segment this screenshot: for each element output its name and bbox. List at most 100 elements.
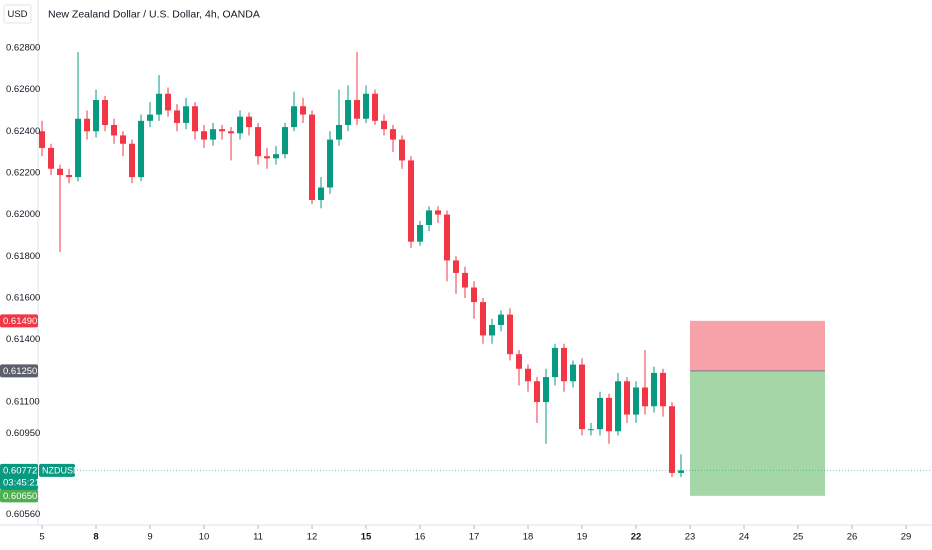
candle-body xyxy=(57,168,64,175)
candle-body xyxy=(642,387,649,407)
candle-body xyxy=(588,429,595,431)
x-tick-label: 29 xyxy=(901,532,912,543)
axes: 0.62800 0.62600 0.62400 0.62200 0.62000 0.618… xyxy=(0,42,912,543)
x-tick-label: 9 xyxy=(147,532,152,543)
x-tick-label: 22 xyxy=(631,532,642,543)
x-tick-label: 15 xyxy=(361,532,372,543)
candle-body xyxy=(183,106,190,123)
x-tick-label: 18 xyxy=(523,532,534,543)
x-tick-label: 24 xyxy=(739,532,750,543)
candle-body xyxy=(75,118,82,178)
y-tick-label: 0.61100 xyxy=(6,397,40,408)
price-axis xyxy=(0,0,38,525)
candle-body xyxy=(354,100,361,119)
currency-box[interactable] xyxy=(3,4,32,24)
candle-body xyxy=(39,131,46,148)
candle-body xyxy=(516,354,523,369)
price-label: 0.61250 xyxy=(3,366,37,377)
x-tick-label: 12 xyxy=(307,532,318,543)
candle-body xyxy=(228,131,235,134)
x-tick-label: 8 xyxy=(93,532,98,543)
y-tick-label: 0.62200 xyxy=(6,167,40,178)
current-price-bg xyxy=(0,463,38,490)
candle-body xyxy=(111,125,118,136)
candle-body xyxy=(381,120,388,130)
y-tick-label: 0.61800 xyxy=(6,251,40,262)
symbol-label: NZDUSD xyxy=(42,465,80,475)
target-zone xyxy=(690,370,825,496)
candle-body xyxy=(309,114,316,200)
x-tick-label: 5 xyxy=(39,532,44,543)
candle-body xyxy=(444,214,451,261)
candle-body xyxy=(237,116,244,134)
currency: USD xyxy=(7,9,27,20)
candle-body xyxy=(561,347,568,382)
countdown: 03:45:21 xyxy=(3,477,40,488)
candle-body xyxy=(93,100,100,132)
candle-body xyxy=(84,118,91,132)
candle-body xyxy=(345,100,352,125)
candle-body xyxy=(489,325,496,336)
candle-body xyxy=(543,377,550,403)
candle-body xyxy=(246,116,253,128)
candle-body xyxy=(291,106,298,128)
x-tick-label: 11 xyxy=(253,532,263,543)
candle-body xyxy=(426,210,433,225)
x-tick-label: 26 xyxy=(847,532,858,543)
candle-body xyxy=(453,260,460,273)
candle-body xyxy=(525,368,532,382)
chart-title: New Zealand Dollar / U.S. Dollar, 4h, OA… xyxy=(48,8,260,20)
candle-body xyxy=(390,129,397,140)
candle-body xyxy=(615,381,622,432)
candle-body xyxy=(48,147,55,169)
y-tick-label: 0.62400 xyxy=(6,126,40,137)
candle-body xyxy=(462,272,469,288)
candle-body xyxy=(597,397,604,430)
candle-body xyxy=(138,120,145,178)
candle-body xyxy=(471,287,478,303)
candle-body xyxy=(669,406,676,473)
candle-body xyxy=(498,314,505,325)
candle-body xyxy=(300,106,307,115)
candle-body xyxy=(435,210,442,215)
candle-body xyxy=(129,143,136,178)
candle-body xyxy=(255,127,262,157)
y-tick-label: 0.60950 xyxy=(6,428,40,439)
candle-body xyxy=(579,364,586,430)
candle-body xyxy=(282,127,289,155)
y-tick-label: 0.61600 xyxy=(6,292,40,303)
candle-body xyxy=(66,175,73,178)
candle-body xyxy=(372,93,379,121)
candle-body xyxy=(336,125,343,140)
stop-zone xyxy=(690,320,825,371)
x-tick-label: 19 xyxy=(577,532,588,543)
price-label-bg xyxy=(0,314,38,328)
candle-body xyxy=(417,225,424,242)
x-tick-label: 23 xyxy=(685,532,696,543)
candle-body xyxy=(327,139,334,188)
candle-body xyxy=(408,160,415,242)
y-tick-label: 0.61400 xyxy=(6,334,40,345)
candle-body xyxy=(165,93,172,111)
candle-body xyxy=(606,397,613,432)
candle-body xyxy=(552,347,559,378)
candle-body xyxy=(264,156,271,159)
price-label: 0.61490 xyxy=(3,316,37,327)
candle-body xyxy=(273,154,280,159)
symbol-bg xyxy=(39,463,75,477)
x-tick-label: 17 xyxy=(469,532,480,543)
y-tick-label: 0.62600 xyxy=(6,84,40,95)
candle-body xyxy=(174,110,181,123)
candle-body xyxy=(480,302,487,336)
candle-body xyxy=(534,381,541,403)
current-price-label: 0.60772 xyxy=(3,465,37,476)
candle-body xyxy=(219,129,226,132)
x-tick-label: 25 xyxy=(793,532,804,543)
y-tick-label: 0.62800 xyxy=(6,42,40,53)
candle-body xyxy=(660,372,667,407)
price-label-bg xyxy=(0,489,38,503)
price-label-bg xyxy=(0,364,38,378)
candle-body xyxy=(363,93,370,119)
candle-body xyxy=(156,93,163,115)
